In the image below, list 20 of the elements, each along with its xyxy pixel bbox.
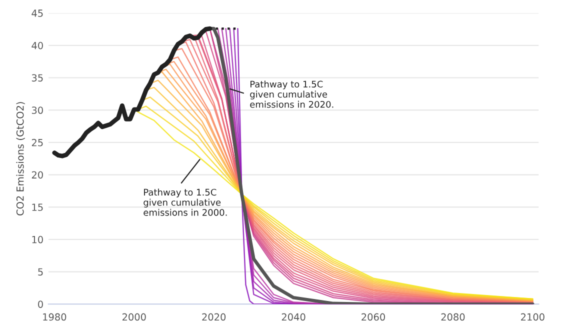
y-tick-label: 0 [38, 300, 43, 308]
y-tick-label: 15 [32, 204, 43, 211]
x-tick-label: 2000 [122, 313, 146, 321]
y-tick-label: 10 [32, 236, 43, 244]
x-tick-label: 2100 [521, 313, 544, 321]
y-tick-label: 45 [32, 10, 43, 17]
y-tick-label: 30 [32, 106, 43, 114]
y-axis-title: CO2 Emissions (GtCO2) [16, 102, 25, 216]
y-tick-label: 20 [32, 171, 43, 179]
annotation: Pathway to 1.5C given cumulative emissions in 2000. [144, 188, 227, 216]
y-tick-label: 5 [38, 268, 43, 276]
y-tick-label: 35 [32, 74, 43, 82]
x-tick-label: 2040 [282, 313, 306, 321]
x-tick-label: 1980 [43, 313, 66, 321]
x-tick-label: 2060 [362, 313, 385, 321]
x-tick-label: 2080 [441, 313, 465, 321]
annotation: Pathway to 1.5C given cumulative emissions in 2020. [250, 80, 334, 108]
y-tick-label: 25 [32, 138, 43, 146]
y-tick-label: 40 [32, 42, 43, 50]
x-tick-label: 2020 [202, 313, 226, 321]
